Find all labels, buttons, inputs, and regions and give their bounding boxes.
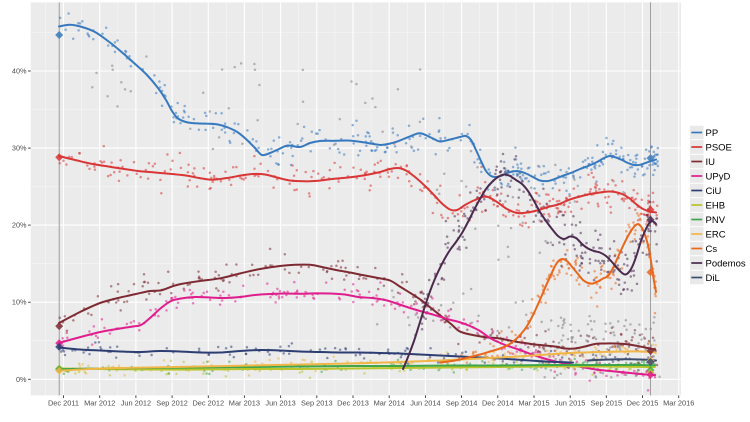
svg-text:UPyD: UPyD: [706, 171, 731, 182]
svg-text:Mar 2012: Mar 2012: [84, 399, 115, 408]
svg-text:Dec 2011: Dec 2011: [48, 399, 79, 408]
svg-text:Jun 2013: Jun 2013: [265, 399, 295, 408]
svg-text:40%: 40%: [12, 67, 27, 76]
svg-text:Sep 2013: Sep 2013: [301, 399, 333, 408]
svg-text:IU: IU: [706, 157, 716, 168]
svg-text:ERC: ERC: [706, 229, 726, 240]
svg-text:10%: 10%: [12, 298, 27, 307]
svg-text:Mar 2014: Mar 2014: [374, 399, 405, 408]
svg-text:Sep 2014: Sep 2014: [446, 399, 478, 408]
svg-text:Podemos: Podemos: [706, 258, 746, 269]
svg-text:Sep 2015: Sep 2015: [590, 399, 622, 408]
svg-text:Jun 2015: Jun 2015: [555, 399, 585, 408]
svg-text:Mar 2016: Mar 2016: [663, 399, 694, 408]
svg-text:Dec 2015: Dec 2015: [627, 399, 659, 408]
svg-text:0%: 0%: [16, 375, 27, 384]
svg-text:CiU: CiU: [706, 186, 722, 197]
svg-text:EHB: EHB: [706, 200, 726, 211]
svg-text:Sep 2012: Sep 2012: [156, 399, 188, 408]
svg-text:30%: 30%: [12, 144, 27, 153]
svg-text:PP: PP: [706, 128, 719, 139]
svg-text:Dec 2013: Dec 2013: [337, 399, 369, 408]
svg-text:Mar 2015: Mar 2015: [518, 399, 549, 408]
svg-text:Dec 2012: Dec 2012: [192, 399, 224, 408]
svg-text:PNV: PNV: [706, 215, 726, 226]
svg-text:Mar 2013: Mar 2013: [229, 399, 260, 408]
svg-text:Jun 2014: Jun 2014: [410, 399, 440, 408]
svg-text:DiL: DiL: [706, 273, 720, 284]
svg-text:PSOE: PSOE: [706, 142, 732, 153]
svg-text:Dec 2014: Dec 2014: [482, 399, 514, 408]
svg-text:Jun 2012: Jun 2012: [121, 399, 151, 408]
svg-text:20%: 20%: [12, 221, 27, 230]
svg-text:Cs: Cs: [706, 244, 718, 255]
